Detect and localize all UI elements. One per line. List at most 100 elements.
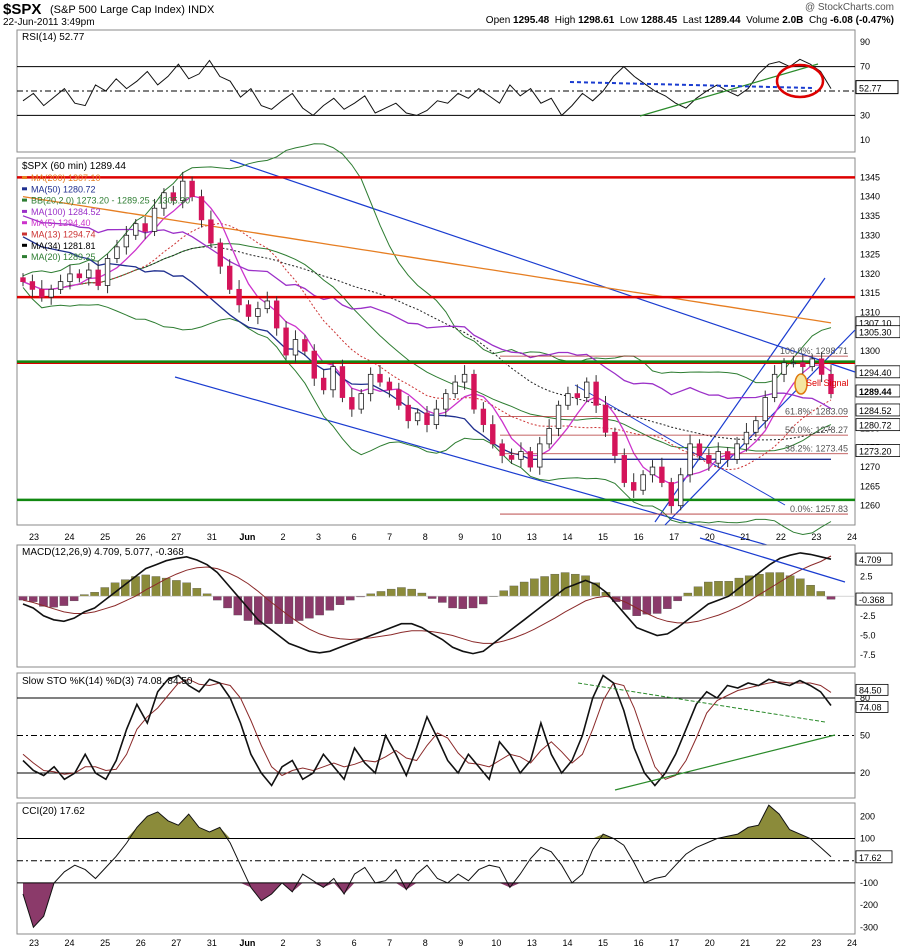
macd-histogram-bar-35 <box>376 591 386 597</box>
fib-label-0: 100.0%: 1298.71 <box>780 346 848 356</box>
candle-body-69 <box>668 482 674 507</box>
candle-body-53 <box>518 451 524 460</box>
price-ytick-2: 1335 <box>860 211 880 221</box>
legend-label-6: MA(34) 1281.81 <box>31 241 96 251</box>
candle-body-25 <box>255 308 261 317</box>
price-xtick-23: 24 <box>847 532 857 542</box>
macd-histogram-bar-37 <box>397 587 406 597</box>
cci-xtick-14: 13 <box>527 938 537 948</box>
price-xtick-10: 7 <box>387 532 392 542</box>
legend-swatch-4 <box>22 221 27 225</box>
candle-body-54 <box>527 451 534 468</box>
price-label-5: 1280.72 <box>859 421 892 431</box>
macd-histogram-bar-0 <box>18 596 28 601</box>
macd-histogram-bar-68 <box>714 581 723 597</box>
cci-value-label: 17.62 <box>859 853 882 863</box>
price-ytick-5: 1320 <box>860 269 880 279</box>
candle-body-6 <box>76 273 83 279</box>
candle-body-30 <box>302 339 308 352</box>
candle-body-72 <box>696 443 703 456</box>
macd-histogram-bar-63 <box>663 596 672 609</box>
macd-value-box <box>855 552 893 566</box>
price-xtick-7: 2 <box>280 532 285 542</box>
macd-histogram-bar-52 <box>550 573 560 597</box>
fib-label-1: 61.8%: 1283.09 <box>785 406 848 416</box>
candle-body-79 <box>762 397 768 422</box>
candle-body-81 <box>781 362 787 375</box>
cci-xtick-10: 7 <box>387 938 392 948</box>
index-fullname: (S&P 500 Large Cap Index) <box>50 4 185 16</box>
candle-body-73 <box>706 455 712 464</box>
cci-xtick-11: 8 <box>423 938 428 948</box>
legend-label-7: MA(20) 1289.25 <box>31 252 96 262</box>
price-label-box-1 <box>855 325 900 339</box>
macd-histogram-bar-40 <box>427 596 437 599</box>
candle-body-56 <box>546 428 552 445</box>
cci-xtick-22: 23 <box>811 938 821 948</box>
open-label: Open <box>485 15 511 26</box>
cci-xtick-3: 26 <box>136 938 146 948</box>
minor-trendline <box>574 384 786 506</box>
cci-xtick-2: 25 <box>100 938 110 948</box>
low-label: Low <box>619 15 639 26</box>
legend-swatch-5 <box>22 232 27 236</box>
sell-signal-marker <box>794 373 808 395</box>
macd-ytick-0: 2.5 <box>860 571 873 581</box>
cci-xtick-13: 10 <box>491 938 501 948</box>
cci-title: CCI(20) 17.62 <box>22 806 85 817</box>
macd-histogram-bar-67 <box>704 581 713 597</box>
candle-body-4 <box>57 281 64 290</box>
price-xtick-2: 25 <box>100 532 110 542</box>
price-ytick-17: 1260 <box>860 501 880 511</box>
price-label-box-4 <box>855 403 900 417</box>
legend-swatch-3 <box>22 209 27 213</box>
quote-summary: Open 1295.48 High 1298.61 Low 1288.45 La… <box>486 15 894 26</box>
candle-body-23 <box>236 288 242 306</box>
price-xtick-4: 27 <box>171 532 181 542</box>
macd-histogram-bar-20 <box>223 596 232 609</box>
cci-overbought-fill <box>23 805 831 839</box>
candle-body-31 <box>311 350 317 379</box>
candle-body-7 <box>86 269 92 279</box>
candle-body-32 <box>320 377 327 391</box>
macd-hist-value-label: -0.368 <box>859 595 885 605</box>
cci-ytick-5: -300 <box>860 922 878 932</box>
cci-xtick-15: 14 <box>562 938 572 948</box>
legend-label-2: BB(20,2.0) 1273.20 - 1289.25 - 1305.30 <box>31 196 190 206</box>
fib-label-3: 38.2%: 1273.45 <box>785 444 848 454</box>
candle-body-0 <box>20 277 26 283</box>
macd-histogram-bar-77 <box>806 584 815 597</box>
cci-xtick-7: 2 <box>280 938 285 948</box>
macd-histogram-bar-4 <box>59 596 69 606</box>
candle-body-60 <box>584 381 590 398</box>
candle-body-34 <box>339 366 346 398</box>
macd-histogram-bar-79 <box>826 596 836 600</box>
credit-link[interactable]: @ StockCharts.com <box>804 2 894 13</box>
candle-body-58 <box>565 393 571 406</box>
candle-body-67 <box>649 466 656 476</box>
price-ytick-3: 1330 <box>860 230 880 240</box>
candle-body-41 <box>405 404 411 422</box>
price-xtick-8: 3 <box>316 532 321 542</box>
price-label-box-6 <box>855 444 900 458</box>
sto-rising-trendline <box>614 734 836 791</box>
legend-label-3: MA(100) 1284.52 <box>31 207 101 217</box>
macd-histogram-bar-31 <box>335 596 345 605</box>
rsi-highlight-circle <box>775 63 825 99</box>
downtrend-lower-line <box>174 376 856 571</box>
macd-histogram-bar-47 <box>499 590 508 597</box>
candle-body-40 <box>396 389 402 406</box>
candle-body-33 <box>330 366 336 391</box>
macd-histogram-bar-8 <box>100 587 110 597</box>
candle-body-26 <box>264 300 270 310</box>
macd-line <box>22 552 832 655</box>
price-label-box-2 <box>855 365 900 379</box>
macd-histogram-bar-26 <box>284 596 294 624</box>
candle-body-21 <box>217 242 224 267</box>
legend-label-5: MA(13) 1294.74 <box>31 230 96 240</box>
candle-body-28 <box>283 327 289 356</box>
price-title: $SPX (60 min) 1289.44 <box>22 161 126 172</box>
macd-hist-value-box <box>855 592 893 606</box>
rsi-trendline <box>639 63 819 117</box>
fib-label-2: 50.0%: 1278.27 <box>785 425 848 435</box>
